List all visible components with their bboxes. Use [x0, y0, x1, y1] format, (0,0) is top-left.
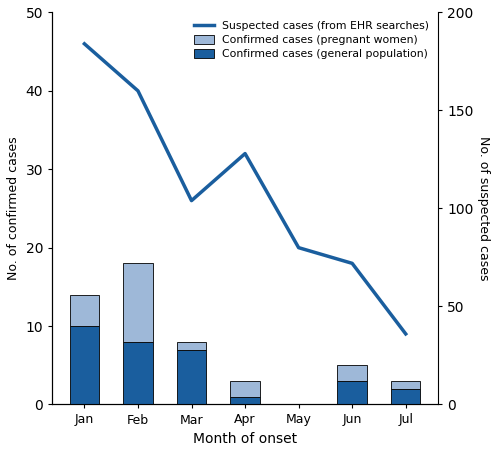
- Bar: [337, 381, 367, 405]
- Bar: [177, 350, 206, 405]
- Bar: [123, 263, 153, 342]
- Bar: [230, 381, 260, 397]
- Legend: Suspected cases (from EHR searches), Confirmed cases (pregnant women), Confirmed: Suspected cases (from EHR searches), Con…: [191, 18, 432, 63]
- X-axis label: Month of onset: Month of onset: [193, 432, 297, 446]
- Bar: [123, 342, 153, 405]
- Y-axis label: No. of confirmed cases: No. of confirmed cases: [7, 137, 20, 280]
- Bar: [391, 381, 420, 389]
- Bar: [70, 295, 99, 326]
- Bar: [177, 342, 206, 350]
- Bar: [391, 389, 420, 405]
- Y-axis label: No. of suspected cases: No. of suspected cases: [477, 136, 490, 281]
- Bar: [70, 326, 99, 405]
- Bar: [230, 397, 260, 405]
- Bar: [337, 365, 367, 381]
